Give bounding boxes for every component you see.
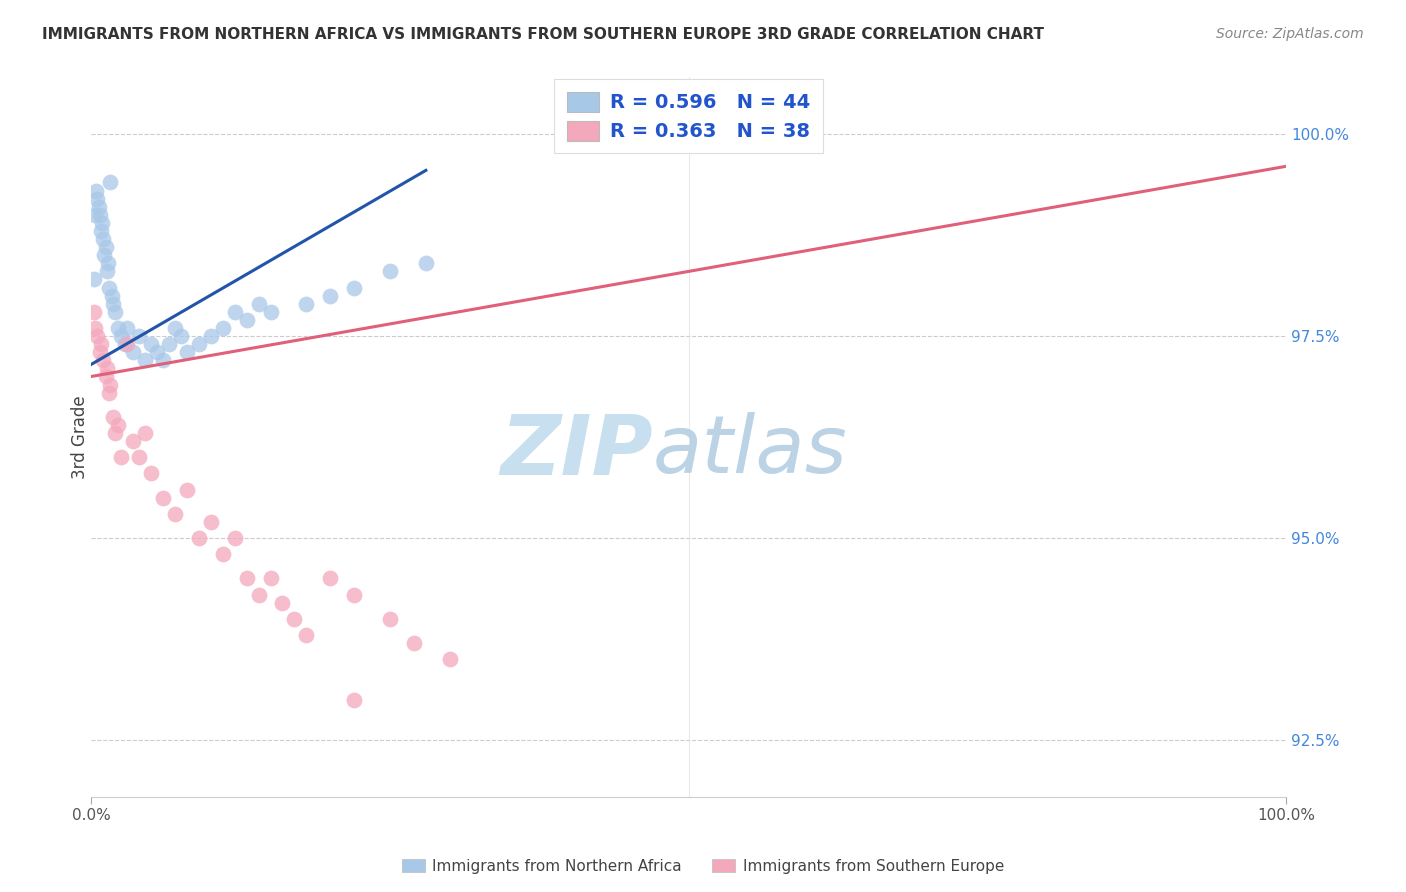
Point xyxy=(402,636,425,650)
Text: ZIP: ZIP xyxy=(501,411,652,492)
Point xyxy=(110,450,132,465)
Point xyxy=(122,345,145,359)
Point xyxy=(91,216,114,230)
Point xyxy=(90,224,112,238)
Point xyxy=(283,612,305,626)
Point xyxy=(100,377,122,392)
Point xyxy=(295,296,318,310)
Point xyxy=(224,531,246,545)
Point xyxy=(152,353,174,368)
Point xyxy=(101,296,124,310)
Point xyxy=(84,321,107,335)
Point xyxy=(97,256,120,270)
Point xyxy=(343,588,366,602)
Point xyxy=(439,652,461,666)
Point xyxy=(128,450,150,465)
Point xyxy=(94,240,117,254)
Point xyxy=(224,305,246,319)
Point xyxy=(89,345,111,359)
Point xyxy=(319,288,342,302)
Point xyxy=(378,612,401,626)
Point xyxy=(100,176,122,190)
Point xyxy=(128,329,150,343)
Point xyxy=(101,409,124,424)
Point xyxy=(187,337,209,351)
Point xyxy=(86,329,108,343)
Legend: Immigrants from Northern Africa, Immigrants from Southern Europe: Immigrants from Northern Africa, Immigra… xyxy=(395,853,1011,880)
Point xyxy=(343,692,366,706)
Point xyxy=(139,467,162,481)
Point xyxy=(90,337,112,351)
Point xyxy=(98,385,121,400)
Point xyxy=(83,272,105,286)
Point xyxy=(94,369,117,384)
Point xyxy=(146,345,169,359)
Point xyxy=(200,515,222,529)
Y-axis label: 3rd Grade: 3rd Grade xyxy=(72,395,89,479)
Point xyxy=(107,417,129,432)
Point xyxy=(163,507,186,521)
Point xyxy=(235,313,257,327)
Point xyxy=(86,192,108,206)
Point xyxy=(91,353,114,368)
Point xyxy=(200,329,222,343)
Text: Source: ZipAtlas.com: Source: ZipAtlas.com xyxy=(1216,27,1364,41)
Point xyxy=(176,345,198,359)
Point xyxy=(187,531,209,545)
Text: IMMIGRANTS FROM NORTHERN AFRICA VS IMMIGRANTS FROM SOUTHERN EUROPE 3RD GRADE COR: IMMIGRANTS FROM NORTHERN AFRICA VS IMMIG… xyxy=(42,27,1045,42)
Point xyxy=(259,572,281,586)
Point xyxy=(83,305,105,319)
Point xyxy=(93,248,115,262)
Point xyxy=(152,491,174,505)
Point xyxy=(134,425,156,440)
Point xyxy=(96,361,118,376)
Point xyxy=(104,425,127,440)
Point xyxy=(96,264,118,278)
Point xyxy=(110,329,132,343)
Point xyxy=(122,434,145,449)
Point xyxy=(247,296,270,310)
Point xyxy=(295,628,318,642)
Point xyxy=(100,288,122,302)
Point xyxy=(163,321,186,335)
Point xyxy=(235,572,257,586)
Point xyxy=(104,305,127,319)
Point xyxy=(114,337,136,351)
Point xyxy=(115,337,138,351)
Point xyxy=(259,305,281,319)
Point xyxy=(176,483,198,497)
Legend: R = 0.596   N = 44, R = 0.363   N = 38: R = 0.596 N = 44, R = 0.363 N = 38 xyxy=(554,79,823,153)
Point xyxy=(157,337,180,351)
Point xyxy=(87,200,110,214)
Point xyxy=(319,572,342,586)
Point xyxy=(170,329,193,343)
Point xyxy=(98,280,121,294)
Point xyxy=(211,547,233,561)
Point xyxy=(271,596,294,610)
Point xyxy=(139,337,162,351)
Point xyxy=(107,321,129,335)
Point xyxy=(211,321,233,335)
Point xyxy=(415,256,437,270)
Text: atlas: atlas xyxy=(652,412,848,491)
Point xyxy=(115,321,138,335)
Point xyxy=(89,208,111,222)
Point xyxy=(378,264,401,278)
Point xyxy=(84,184,107,198)
Point xyxy=(134,353,156,368)
Point xyxy=(91,232,114,246)
Point xyxy=(343,280,366,294)
Point xyxy=(84,208,107,222)
Point xyxy=(247,588,270,602)
